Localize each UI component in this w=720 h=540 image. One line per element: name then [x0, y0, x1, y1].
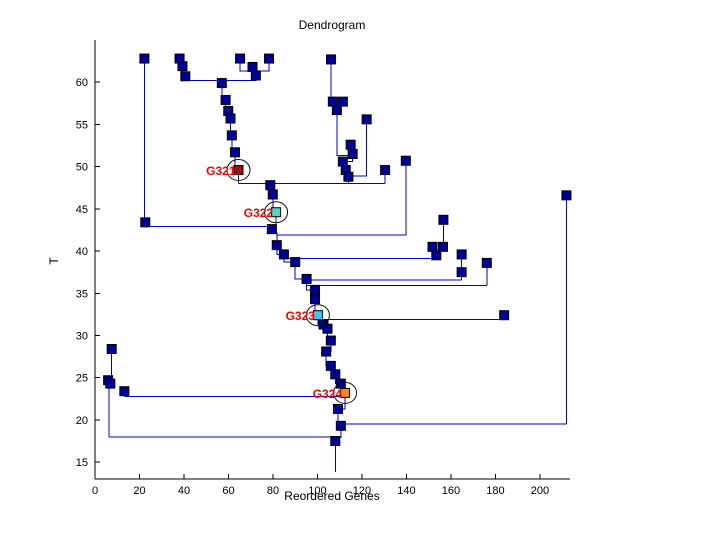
node-marker [229, 147, 240, 158]
node-marker [330, 436, 341, 447]
node-marker [327, 96, 338, 107]
node-marker [180, 71, 191, 82]
node-marker [438, 214, 449, 225]
node-marker [267, 189, 278, 200]
node-marker [310, 294, 321, 305]
node-marker [266, 224, 277, 235]
node-marker [437, 241, 448, 252]
x-tick-label: 80 [267, 485, 279, 497]
x-tick-label: 200 [531, 485, 549, 497]
node-marker [140, 217, 151, 228]
x-tick-label: 20 [133, 485, 145, 497]
x-tick-label: 40 [178, 485, 190, 497]
node-marker [337, 96, 348, 107]
node-marker [263, 53, 274, 64]
x-tick-label: 60 [222, 485, 234, 497]
node-marker [235, 53, 246, 64]
highlighted-node-g321 [233, 165, 244, 176]
node-marker [345, 139, 356, 150]
node-marker [106, 343, 117, 354]
y-tick-label: 55 [76, 119, 88, 131]
y-tick-label: 25 [76, 373, 88, 385]
highlight-circle [333, 381, 358, 404]
node-marker [322, 323, 333, 334]
x-tick-label: 120 [353, 485, 371, 497]
node-marker [278, 249, 289, 260]
node-marker [456, 267, 467, 278]
node-marker [139, 53, 150, 64]
gene-label-g323: G323 [286, 309, 316, 323]
y-tick-label: 30 [76, 330, 88, 342]
axes-layer: 0 20 40 60 80 100 120 140 160 180 200 15 20 25 30 35 40 4… [76, 40, 570, 497]
highlight-circle [264, 201, 289, 224]
x-tick-label: 140 [397, 485, 415, 497]
x-tick-label: 180 [486, 485, 504, 497]
node-marker [247, 62, 258, 73]
y-tick-label: 45 [76, 204, 88, 216]
node-marker [220, 94, 231, 105]
node-marker [290, 257, 301, 268]
gene-label-g324: G324 [313, 387, 343, 401]
node-marker [265, 180, 276, 191]
x-tick-label: 100 [308, 485, 326, 497]
x-tick-label: 0 [92, 485, 98, 497]
node-marker [325, 360, 336, 371]
node-marker [330, 369, 341, 380]
node-marker [380, 165, 391, 176]
node-marker [343, 171, 354, 182]
highlighted-node-g324 [340, 387, 351, 398]
highlight-circle [226, 159, 251, 182]
node-marker [335, 420, 346, 431]
node-marker [301, 273, 312, 284]
node-marker [481, 257, 492, 268]
node-marker [499, 310, 510, 321]
y-tick-label: 40 [76, 246, 88, 258]
y-axis-label: T [47, 257, 61, 265]
x-axis-label: Reordered Genes [284, 489, 379, 503]
node-marker [347, 148, 358, 159]
node-marker [325, 335, 336, 346]
node-marker [326, 54, 337, 65]
y-tick-label: 20 [76, 415, 88, 427]
chart-title: Dendrogram [299, 18, 366, 32]
node-marker [332, 403, 343, 414]
y-tick-label: 35 [76, 288, 88, 300]
highlight-circle [305, 304, 330, 327]
tree-line [317, 315, 505, 320]
y-tick-label: 60 [76, 77, 88, 89]
node-marker [331, 105, 342, 116]
gene-labels-layer: G321 G322 G323 G324 [206, 159, 358, 404]
node-marker [271, 240, 282, 251]
y-tick-label: 50 [76, 162, 88, 174]
node-marker [216, 78, 227, 89]
node-marker [105, 378, 116, 389]
node-marker [561, 190, 572, 201]
gene-label-g322: G322 [244, 206, 274, 220]
x-tick-label: 160 [442, 485, 460, 497]
tree-line [143, 58, 277, 228]
node-marker [337, 156, 348, 167]
node-marker [431, 250, 442, 261]
highlighted-node-g323 [312, 310, 323, 321]
node-marker [225, 113, 236, 124]
node-marker [310, 284, 321, 295]
y-tick-label: 15 [76, 457, 88, 469]
node-marker [177, 61, 188, 72]
node-marker [361, 114, 372, 125]
tree-line [334, 425, 342, 473]
node-marker [427, 241, 438, 252]
node-marker [321, 346, 332, 357]
node-marker [250, 70, 261, 81]
node-marker [400, 155, 411, 166]
highlighted-node-g322 [271, 207, 282, 218]
node-marker [456, 249, 467, 260]
gene-label-g321: G321 [206, 164, 236, 178]
node-marker [226, 130, 237, 141]
node-marker [119, 386, 130, 397]
tree-line [108, 349, 113, 437]
